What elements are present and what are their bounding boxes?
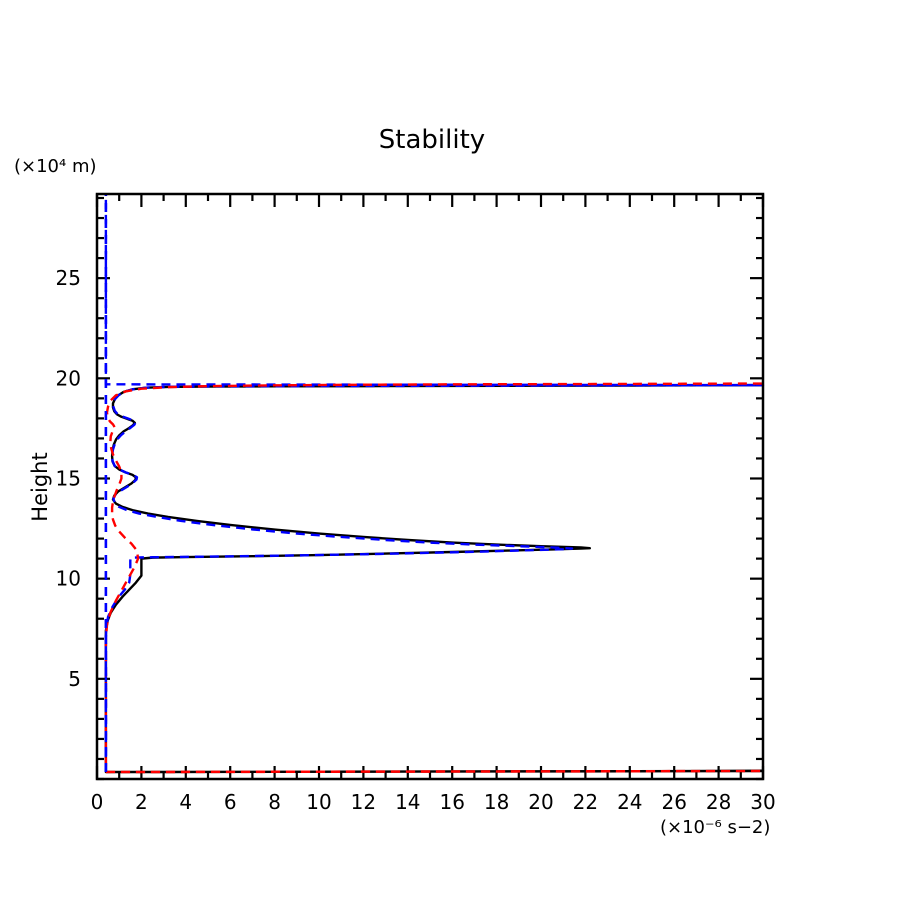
x-tick-label: 28: [706, 790, 731, 814]
x-tick-label: 8: [268, 790, 281, 814]
series-black-solid: [104, 383, 765, 774]
x-tick-label: 4: [179, 790, 192, 814]
x-tick-label: 22: [573, 790, 598, 814]
y-axis-title: Height: [28, 452, 52, 521]
data-series-layer: [104, 194, 765, 774]
y-tick-label: 25: [56, 266, 81, 290]
series-blue-dashed: [104, 194, 765, 772]
x-tick-label: 30: [750, 790, 775, 814]
y-tick-label: 5: [68, 667, 81, 691]
series-red-dashed: [104, 382, 765, 774]
chart-title: Stability: [379, 125, 485, 155]
x-tick-label: 24: [617, 790, 642, 814]
x-tick-label: 6: [224, 790, 237, 814]
x-axis-unit-label: (×10⁻⁶ s−2): [660, 817, 770, 838]
x-tick-label: 14: [395, 790, 420, 814]
x-tick-label: 16: [439, 790, 464, 814]
y-tick-label: 10: [56, 567, 81, 591]
plot-frame: [95, 192, 765, 781]
x-tick-label: 20: [528, 790, 553, 814]
x-tick-label: 12: [351, 790, 376, 814]
x-tick-label: 26: [661, 790, 686, 814]
x-tick-label: 0: [91, 790, 104, 814]
x-tick-label: 10: [306, 790, 331, 814]
y-tick-label: 15: [56, 466, 81, 490]
x-tick-label: 18: [484, 790, 509, 814]
y-axis-unit-label: (×10⁴ m): [14, 156, 97, 177]
y-tick-label: 20: [56, 366, 81, 390]
x-tick-label: 2: [135, 790, 148, 814]
